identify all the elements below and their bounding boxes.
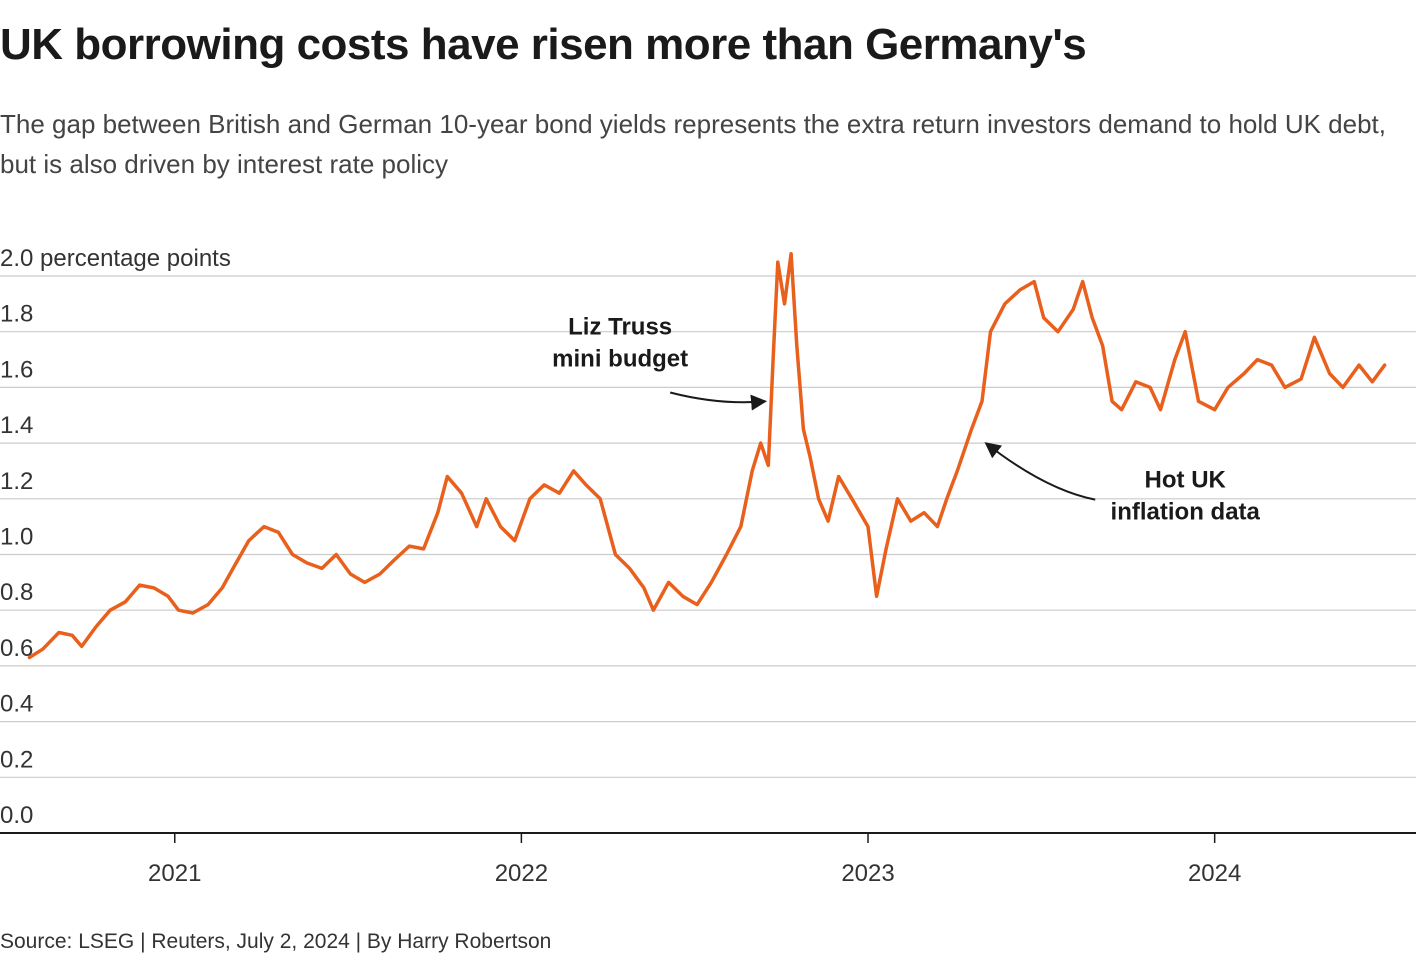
gridlines (0, 275, 1416, 778)
y-tick-label: 0.2 (0, 746, 33, 773)
annotation-label: mini budget (552, 345, 688, 372)
x-axis: 2021 2022 2023 2024 (0, 832, 1416, 887)
y-tick-label: 1.0 (0, 524, 33, 551)
line-chart: 0.00.20.40.60.81.01.21.41.61.82.0 percen… (0, 245, 1416, 887)
annotation-label: Hot UK (1145, 467, 1227, 494)
annotation-arrow (669, 391, 768, 411)
y-tick-label: 1.8 (0, 301, 33, 328)
y-axis-ticks: 0.00.20.40.60.81.01.21.41.61.82.0 percen… (0, 245, 231, 829)
y-tick-label: 0.4 (0, 691, 33, 718)
x-tick-label: 2021 (148, 860, 201, 887)
series-lines (27, 251, 1387, 660)
annotation-arrow (984, 442, 1096, 501)
y-tick-label: 0.0 (0, 802, 33, 829)
annotation-label: inflation data (1111, 499, 1261, 526)
series-line (27, 251, 1387, 660)
y-tick-label: 1.6 (0, 356, 33, 383)
chart-title: UK borrowing costs have risen more than … (0, 20, 1087, 69)
y-tick-label: 2.0 percentage points (0, 245, 231, 272)
x-tick-label: 2024 (1188, 860, 1241, 887)
chart-subtitle: The gap between British and German 10-ye… (0, 109, 1386, 179)
annotation-label: Liz Truss (568, 313, 672, 340)
source-note: Source: LSEG | Reuters, July 2, 2024 | B… (0, 930, 552, 953)
y-tick-label: 1.4 (0, 412, 33, 439)
x-tick-label: 2023 (841, 860, 894, 887)
annotations: Liz Truss mini budget Hot UK inflation data (552, 313, 1260, 525)
y-tick-label: 1.2 (0, 468, 33, 495)
y-tick-label: 0.8 (0, 579, 33, 606)
x-tick-label: 2022 (495, 860, 548, 887)
